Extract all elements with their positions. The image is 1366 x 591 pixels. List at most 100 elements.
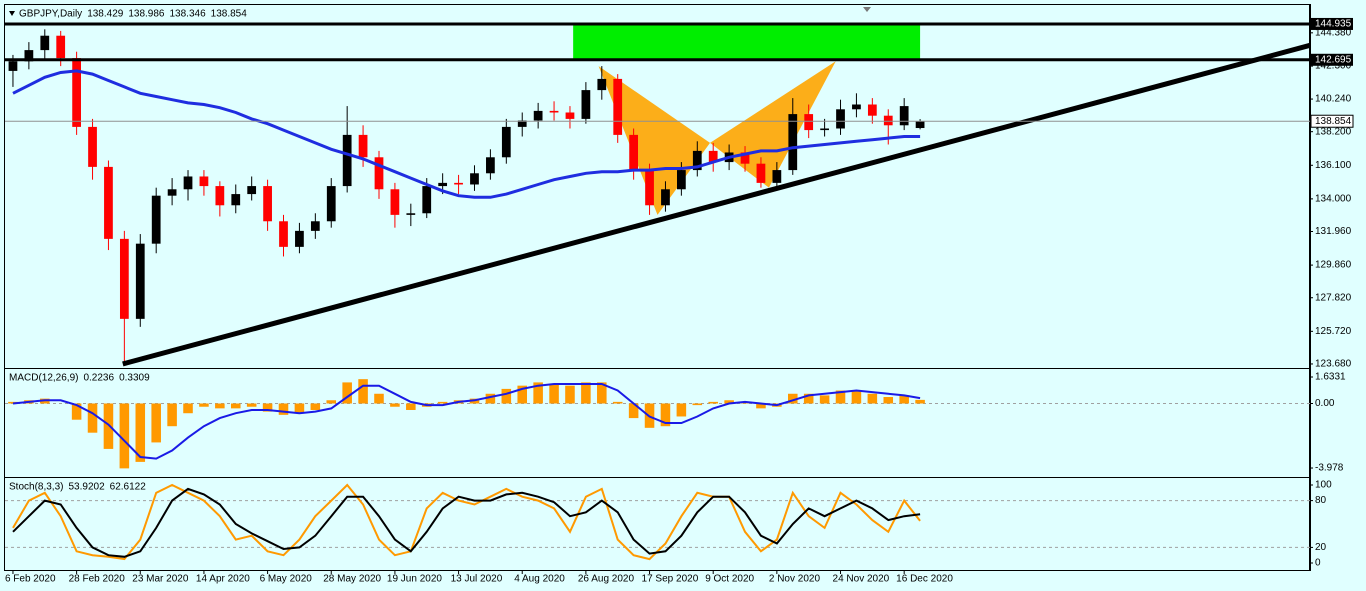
candle-body	[533, 110, 543, 121]
macd-bar	[676, 403, 687, 417]
candle-body	[88, 126, 97, 167]
macd-bar	[915, 399, 925, 404]
macd-bar	[310, 403, 321, 410]
x-tick-label: 26 Aug 2020	[578, 574, 635, 585]
open-value: 138.429	[87, 9, 124, 20]
close-value: 138.854	[211, 9, 248, 20]
y-tick-label: 136.100	[1315, 160, 1352, 171]
candle-body	[852, 104, 861, 110]
stoch-line	[12, 487, 921, 558]
macd-bar	[835, 390, 846, 404]
x-tick-label: 23 Mar 2020	[132, 574, 189, 585]
symbol-title: GBPJPY,Daily	[19, 9, 82, 20]
candle-body	[422, 186, 432, 214]
macd-bar	[581, 382, 591, 404]
x-tick-label: 28 Feb 2020	[69, 574, 126, 585]
menu-arrow	[9, 11, 15, 16]
candle-body	[613, 78, 623, 135]
macd-bar	[899, 395, 909, 404]
level-label: 142.695	[1315, 54, 1352, 65]
y-tick-label: 123.680	[1315, 359, 1352, 370]
moving-average	[12, 69, 921, 199]
candle-body	[676, 170, 686, 190]
macd-bar	[883, 397, 894, 404]
macd-bar	[851, 390, 862, 404]
x-tick-label: 19 Jun 2020	[387, 574, 442, 585]
macd-bar	[151, 403, 161, 443]
candle-body	[772, 170, 782, 183]
macd-bar	[230, 403, 241, 409]
candle-body	[279, 221, 288, 247]
level-box	[1311, 53, 1353, 66]
macd-bar	[103, 403, 114, 449]
macd-bar	[597, 382, 607, 404]
candle-body	[501, 126, 511, 158]
last-price-label: 138.854	[1315, 116, 1352, 127]
y-tick-label: 1.6331	[1315, 372, 1346, 383]
candle-body	[24, 50, 34, 62]
shift-marker	[863, 7, 871, 12]
macd-bar	[87, 403, 98, 433]
plot-frame	[4, 4, 1310, 571]
indicator-title: Stoch(8,3,3)	[9, 482, 63, 493]
candle-body	[135, 243, 145, 319]
macd-bar	[565, 385, 575, 404]
trend-line	[122, 42, 1311, 367]
x-tick-label: 6 May 2020	[260, 574, 313, 585]
candle-body	[820, 128, 829, 131]
macd-bar	[215, 403, 225, 409]
macd-bar	[533, 382, 543, 404]
macd-bar	[437, 401, 448, 404]
y-tick-label: 20	[1315, 542, 1327, 553]
candle-body	[199, 176, 209, 187]
candle-body	[915, 121, 925, 129]
x-tick-label: 6 Feb 2020	[5, 574, 56, 585]
candle-body	[151, 195, 161, 244]
candle-body	[661, 189, 670, 206]
candle-body	[167, 189, 177, 196]
y-tick-label: 142.300	[1315, 61, 1352, 72]
y-tick-label: 129.860	[1315, 260, 1352, 271]
x-tick-label: 9 Oct 2020	[705, 574, 754, 585]
candle-body	[692, 150, 702, 171]
y-tick-label: 131.960	[1315, 226, 1352, 237]
candle-body	[215, 186, 225, 206]
macd-bar	[183, 403, 193, 414]
macd-bar	[406, 403, 416, 410]
macd-bar	[278, 403, 289, 415]
candle-body	[867, 104, 877, 116]
y-tick-label: 134.000	[1315, 194, 1352, 205]
candle-body	[836, 109, 845, 129]
candle-body	[342, 134, 352, 187]
x-tick-label: 28 May 2020	[323, 574, 381, 585]
candle-body	[183, 176, 193, 190]
macd-bar	[549, 384, 559, 404]
candle-body	[899, 106, 909, 126]
macd-bar	[612, 401, 623, 404]
candle-body	[390, 189, 400, 215]
candle-body	[119, 238, 129, 319]
candle-body	[629, 134, 639, 171]
candle-body	[56, 35, 66, 59]
candle-body	[295, 230, 304, 247]
candle-body	[486, 157, 495, 174]
x-tick-label: 16 Dec 2020	[896, 574, 953, 585]
candle-body	[406, 213, 416, 215]
y-tick-label: 144.380	[1315, 27, 1352, 38]
candle-body	[231, 194, 241, 206]
candle-body	[517, 120, 527, 127]
stoch-value: 53.9202	[68, 482, 105, 493]
macd-bar	[501, 388, 512, 404]
y-tick-label: -3.978	[1315, 463, 1344, 474]
macd-bar	[71, 403, 82, 420]
candle-body	[326, 186, 336, 222]
candle-body	[263, 186, 272, 222]
macd-bar	[119, 403, 130, 469]
candle-body	[788, 114, 798, 171]
candle-body	[883, 115, 893, 126]
macd-bar	[692, 403, 703, 406]
x-tick-label: 24 Nov 2020	[833, 574, 890, 585]
macd-bar	[374, 393, 384, 404]
